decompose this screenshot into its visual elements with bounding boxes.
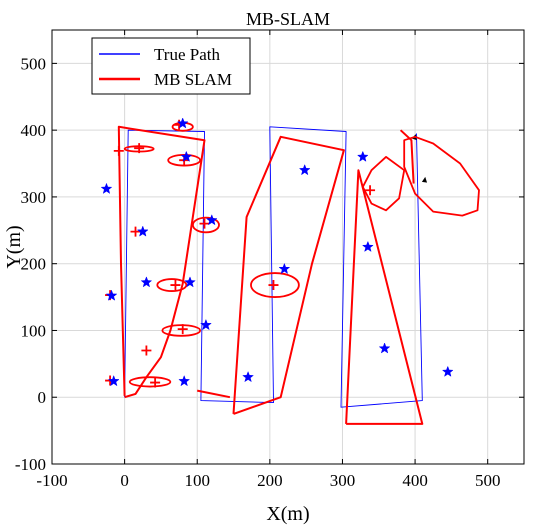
series-mb-slam-segment	[232, 135, 345, 415]
grid-lines	[51, 30, 524, 465]
estimated-landmark-marker	[177, 324, 188, 335]
landmark-star	[298, 164, 311, 176]
estimated-landmark-marker	[134, 143, 145, 154]
uncertainty-region	[403, 135, 480, 217]
y-tick-label: -100	[15, 455, 46, 474]
uncertainty-ellipse	[128, 376, 172, 388]
y-tick-label: 0	[38, 388, 47, 407]
legend: True Path MB SLAM	[91, 37, 251, 95]
estimated-landmark-marker	[141, 345, 152, 356]
y-tick-label: 500	[21, 54, 47, 73]
landmark-star	[441, 365, 454, 377]
series-true-path	[124, 126, 423, 408]
landmark-star	[136, 225, 149, 237]
landmark-star	[105, 289, 118, 301]
landmark-star	[278, 262, 291, 275]
landmark-star	[184, 276, 196, 288]
uncertainty-region	[361, 155, 406, 212]
estimated-landmark-marker	[130, 226, 141, 237]
landmark-star	[205, 214, 218, 226]
estimated-landmark-marker	[150, 377, 161, 388]
landmark-star	[361, 240, 374, 252]
landmark-star	[140, 276, 153, 288]
x-tick-label: 400	[402, 471, 428, 490]
x-tick-label: 200	[257, 471, 283, 490]
x-tick-label: 100	[184, 471, 210, 490]
landmark-star	[176, 117, 189, 129]
axis-ticks: -100 0 100 200 300 400 500 -100 0 100 200 300 400 500	[15, 30, 524, 490]
estimated-landmark-marker	[170, 280, 181, 291]
plot-background	[52, 30, 524, 464]
landmark-star	[378, 342, 391, 354]
legend-label-mb-slam: MB SLAM	[154, 70, 232, 89]
landmark-star	[356, 150, 369, 162]
landmark-star	[107, 374, 120, 387]
plot-frame	[51, 29, 525, 465]
heading-arrow	[421, 176, 428, 183]
series-mb-slam-segment	[399, 129, 415, 184]
x-axis-label: X(m)	[266, 503, 309, 525]
markers-layer	[100, 117, 454, 388]
uncertainty-ellipse	[191, 216, 220, 234]
chart-title: MB-SLAM	[246, 9, 330, 29]
landmark-star	[178, 374, 191, 387]
x-tick-label: 500	[475, 471, 501, 490]
estimated-landmark-marker	[268, 280, 279, 291]
series-mb-slam-segment	[197, 389, 231, 399]
x-tick-label: 300	[330, 471, 356, 490]
legend-label-true-path: True Path	[154, 45, 220, 64]
y-tick-label: 400	[21, 121, 47, 140]
uncertainty-ellipse	[156, 278, 188, 292]
y-axis-label: Y(m)	[3, 225, 25, 268]
y-tick-label: 100	[21, 321, 47, 340]
y-tick-label: 200	[21, 255, 47, 274]
uncertainty-ellipse	[161, 324, 202, 337]
landmark-star	[180, 150, 193, 162]
y-tick-label: 300	[21, 188, 47, 207]
landmark-star	[100, 182, 113, 194]
legend-box	[91, 37, 251, 95]
x-tick-label: -100	[36, 471, 67, 490]
x-tick-label: 0	[120, 471, 129, 490]
landmark-star	[242, 370, 254, 383]
estimated-landmark-marker	[113, 145, 124, 156]
estimated-landmark-marker	[365, 185, 376, 196]
landmark-star	[200, 318, 212, 331]
uncertainty-ellipse	[250, 272, 300, 298]
estimated-landmark-marker	[199, 218, 210, 229]
series-mb-slam-segment	[345, 169, 424, 425]
